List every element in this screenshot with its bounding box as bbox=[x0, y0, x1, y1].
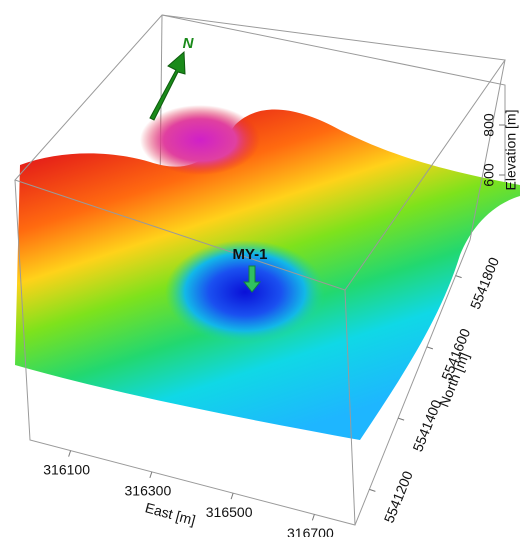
z-tick-label: 600 bbox=[481, 163, 497, 187]
y-tick-label: 5541200 bbox=[381, 468, 416, 525]
z-tick-label: 800 bbox=[481, 113, 497, 137]
y-tick bbox=[456, 276, 462, 278]
x-tick bbox=[312, 514, 314, 520]
x-tick bbox=[150, 472, 152, 478]
chart: N MY-1 East [m] North [m] Elevation [m] … bbox=[0, 0, 527, 537]
x-tick bbox=[231, 493, 233, 499]
x-tick-label: 316500 bbox=[206, 504, 253, 520]
x-tick-label: 316100 bbox=[43, 461, 90, 477]
z-axis-label: Elevation [m] bbox=[503, 110, 519, 191]
x-tick-label: 316300 bbox=[125, 483, 172, 499]
y-tick bbox=[427, 347, 433, 349]
x-tick bbox=[69, 451, 71, 457]
peak bbox=[140, 105, 260, 175]
page: {"chart_data": {"type": "surface3d", "x_… bbox=[0, 0, 527, 542]
y-tick bbox=[369, 489, 375, 491]
x-tick-label: 316700 bbox=[287, 525, 334, 537]
well-label: MY-1 bbox=[232, 246, 267, 263]
y-tick-label: 5541800 bbox=[467, 255, 502, 312]
north-label: N bbox=[183, 35, 195, 52]
y-tick bbox=[398, 418, 404, 420]
x-axis-label: East [m] bbox=[143, 499, 197, 528]
y-tick-label: 5541400 bbox=[409, 397, 444, 454]
